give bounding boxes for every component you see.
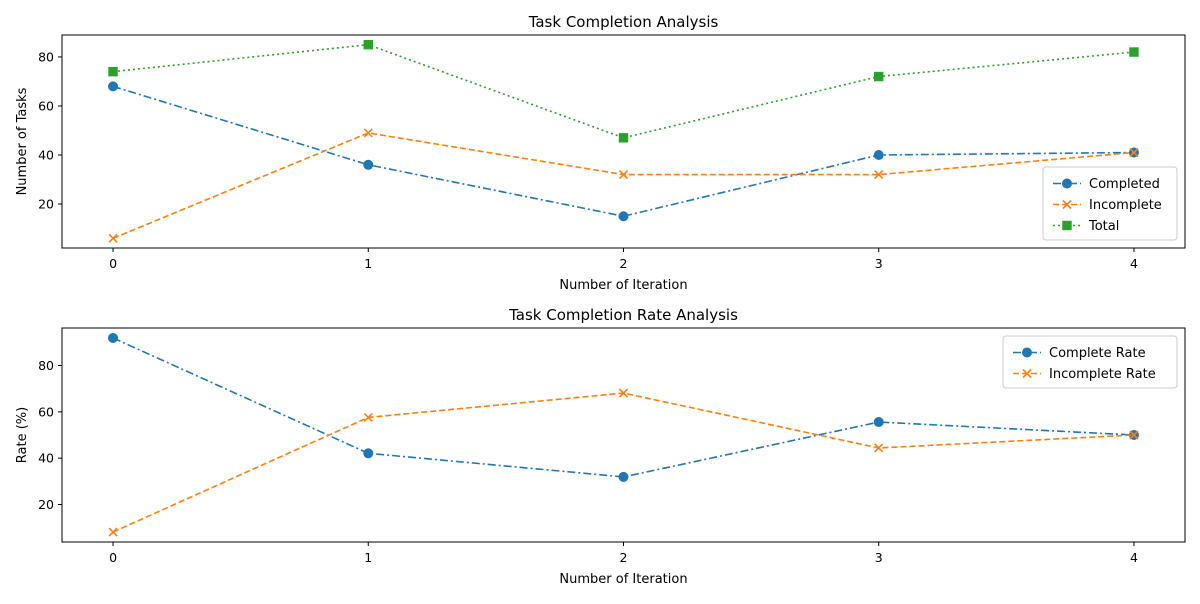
x-tick-label: 1 — [364, 256, 372, 271]
x-tick-label: 2 — [620, 256, 628, 271]
chart-panel-0: Task Completion Analysis 0 1 2 3 4 20 40 60 80 Num… — [15, 13, 1186, 293]
data-point — [874, 443, 884, 453]
data-point — [874, 170, 884, 180]
x-tick-label: 3 — [875, 550, 883, 565]
legend: Complete Rate Incomplete Rate — [1002, 335, 1178, 389]
x-tick-label: 3 — [875, 256, 883, 271]
y-tick-label: 40 — [38, 451, 54, 466]
x-tick-label: 4 — [1130, 550, 1138, 565]
legend-box — [1002, 335, 1178, 389]
y-tick-label: 60 — [38, 98, 54, 113]
data-point — [363, 448, 374, 459]
data-point — [1129, 47, 1139, 57]
chart-title: Task Completion Rate Analysis — [508, 306, 738, 324]
y-tick-label: 40 — [38, 147, 54, 162]
x-tick-label: 0 — [109, 256, 117, 271]
legend-label: Total — [1088, 219, 1119, 234]
data-point — [108, 332, 119, 343]
legend-swatch-marker — [1062, 178, 1072, 189]
data-point — [618, 170, 629, 180]
data-point — [363, 39, 373, 50]
y-axis-label: Rate (%) — [15, 407, 30, 463]
series-line-0 — [112, 85, 1134, 218]
legend-label: Complete Rate — [1049, 346, 1146, 361]
legend-box — [1042, 166, 1178, 241]
chart-title: Task Completion Analysis — [528, 13, 719, 31]
y-tick-label: 60 — [38, 404, 54, 419]
data-point — [363, 128, 373, 138]
series-line-2 — [112, 43, 1135, 139]
series-line-1 — [112, 132, 1135, 240]
data-point — [363, 159, 374, 170]
data-point — [1129, 147, 1139, 158]
y-tick-label: 80 — [38, 49, 54, 64]
x-tick-label: 2 — [620, 550, 628, 565]
x-axis-label: Number of Iteration — [559, 572, 687, 587]
x-axis-label: Number of Iteration — [559, 278, 687, 293]
data-point — [873, 417, 884, 428]
data-point — [363, 412, 373, 422]
legend-swatch-marker — [1062, 199, 1072, 210]
legend-label: Incomplete — [1089, 198, 1162, 213]
data-point — [618, 388, 629, 398]
legend-label: Incomplete Rate — [1049, 367, 1156, 382]
chart-panel-1: Task Completion Rate Analysis 0 1 2 3 4 20 40 60… — [15, 306, 1186, 587]
data-point — [618, 133, 629, 143]
y-axis-label: Number of Tasks — [15, 87, 30, 195]
x-tick-label: 1 — [364, 550, 372, 565]
y-tick-label: 20 — [38, 497, 54, 512]
x-tick-label: 4 — [1130, 256, 1138, 271]
data-point — [108, 66, 118, 77]
data-point — [874, 71, 884, 82]
data-point — [1129, 430, 1139, 440]
data-point — [108, 81, 119, 92]
data-point — [873, 149, 884, 160]
data-point — [618, 471, 629, 482]
data-point — [618, 211, 629, 222]
series-line-1 — [112, 392, 1134, 533]
series-line-0 — [112, 337, 1134, 478]
data-point — [108, 527, 118, 537]
legend-swatch-marker — [1022, 347, 1032, 358]
legend-swatch-marker — [1022, 368, 1032, 379]
legend: Completed Incomplete Total — [1042, 166, 1178, 241]
y-tick-label: 20 — [38, 197, 54, 212]
x-tick-label: 0 — [109, 550, 117, 565]
legend-label: Completed — [1089, 177, 1160, 192]
y-tick-label: 80 — [38, 358, 54, 373]
data-point — [108, 233, 118, 243]
legend-swatch-marker — [1062, 220, 1072, 231]
